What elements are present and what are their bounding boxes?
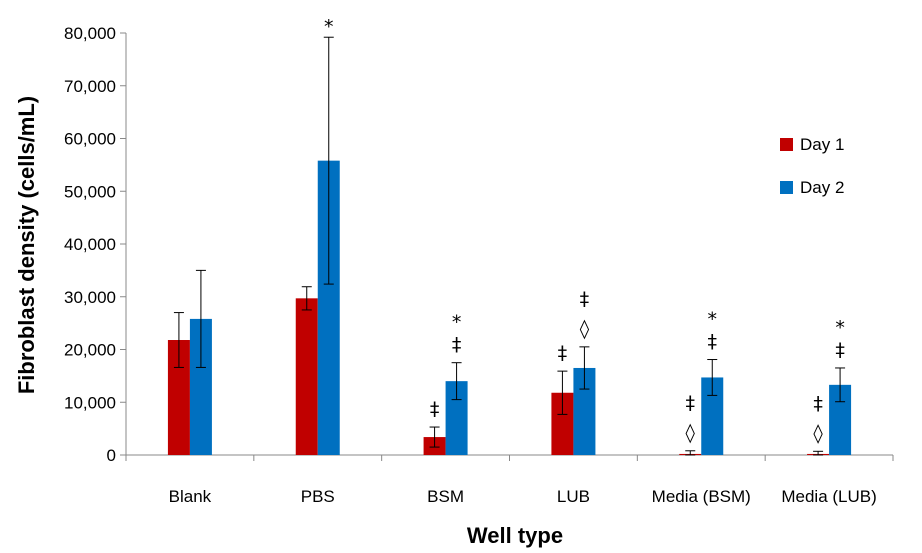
significance-marker: ◊ [580,318,590,340]
significance-marker: ‡ [686,392,696,414]
x-tick-label: BSM [427,487,464,506]
y-axis-title: Fibroblast density (cells/mL) [14,96,39,394]
significance-marker: * [835,317,845,339]
y-tick-label: 50,000 [64,182,116,201]
x-tick-label: Media (BSM) [652,487,751,506]
y-tick-label: 60,000 [64,130,116,149]
y-tick-label: 10,000 [64,393,116,412]
significance-marker: ◊ [813,422,823,444]
significance-marker: * [324,16,334,38]
x-tick-label: PBS [301,487,335,506]
y-tick-label: 30,000 [64,288,116,307]
legend-label: Day 1 [800,135,844,154]
error-bars [174,37,845,455]
significance-marker: ‡ [558,342,568,364]
y-tick-label: 20,000 [64,341,116,360]
significance-marker: ‡ [452,334,462,356]
legend-swatch [780,138,793,151]
x-tick-label: Blank [169,487,212,506]
bars [168,161,851,455]
y-tick-label: 40,000 [64,235,116,254]
significance-marker: ‡ [708,331,718,353]
significance-marker: * [708,309,718,331]
y-tick-label: 70,000 [64,77,116,96]
y-axis: 0 10,000 20,000 30,000 40,000 50,000 60,000 70,… [64,24,126,465]
x-axis: Blank PBS BSM LUB Media (BSM) Media (LUB) [126,455,893,506]
legend-label: Day 2 [800,178,844,197]
legend-swatch [780,181,793,194]
x-axis-title: Well type [467,523,563,548]
significance-marker: ‡ [580,288,590,310]
bar [296,298,318,455]
y-tick-label: 0 [107,446,116,465]
significance-marker: ◊ [686,422,696,444]
significance-marker: * [452,312,462,334]
significance-marker: ‡ [430,398,440,420]
significance-marker: ‡ [835,339,845,361]
x-tick-label: Media (LUB) [781,487,876,506]
significance-marker: ‡ [813,392,823,414]
x-tick-label: LUB [557,487,590,506]
legend: Day 1 Day 2 [780,135,844,197]
y-tick-label: 80,000 [64,24,116,43]
